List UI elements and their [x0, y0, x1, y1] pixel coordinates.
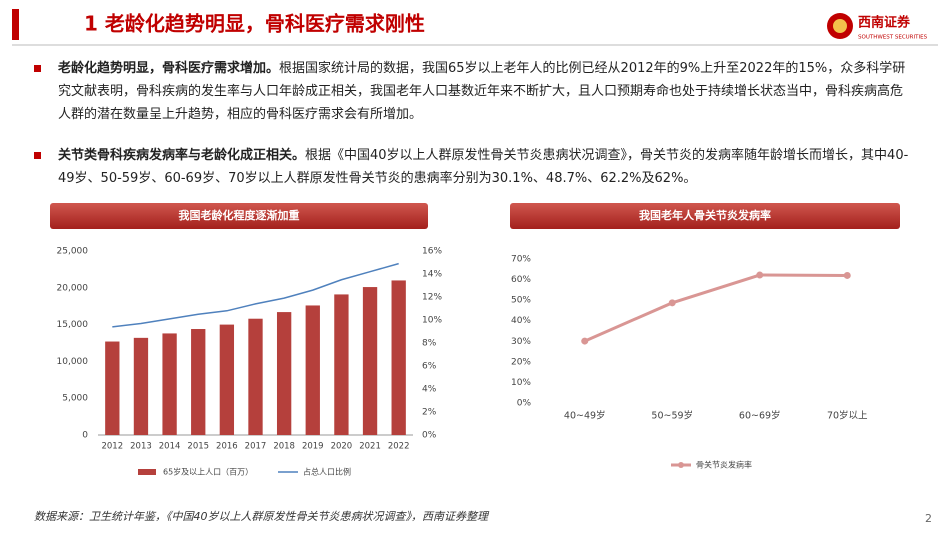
line	[584, 273, 848, 343]
x-tick-label: 2018	[273, 442, 295, 452]
y2-tick-label: 6%	[422, 362, 437, 372]
header-title: 1 老龄化趋势明显，骨科医疗需求刚性	[84, 12, 425, 36]
bar	[276, 312, 292, 435]
bar	[305, 305, 320, 435]
logo-icon-inner	[833, 19, 847, 33]
bullet-lead: 老龄化趋势明显，骨科医疗需求增加。	[58, 61, 280, 76]
bar	[105, 341, 120, 435]
y-tick-label: 15,000	[57, 320, 89, 330]
y2-tick-label: 16%	[422, 247, 442, 257]
source-note: 数据来源：卫生统计年鉴，《中国40岁以上人群原发性骨关节炎患病状况调查》，西南证…	[34, 510, 488, 523]
line-marker	[668, 299, 676, 307]
y-tick-label: 0	[82, 431, 88, 441]
bar	[334, 294, 349, 435]
y2-tick-label: 0%	[422, 431, 437, 441]
x-tick-label: 2020	[331, 442, 353, 452]
y2-tick-label: 2%	[422, 408, 437, 418]
y2-tick-label: 14%	[422, 270, 442, 280]
y-tick-label: 60%	[511, 275, 531, 285]
line-marker	[756, 271, 764, 279]
y-tick-label: 40%	[511, 316, 531, 326]
y-tick-label: 25,000	[57, 247, 89, 257]
logo-text: 西南证券	[858, 15, 911, 31]
y-tick-label: 70%	[511, 255, 531, 265]
chart-title: 我国老年人骨关节炎发病率	[639, 208, 771, 222]
header-bar	[12, 9, 19, 40]
bullet-marker	[34, 65, 41, 72]
bullet: 关节类骨科疾病发病率与老龄化成正相关。根据《中国40岁以上人群原发性骨关节炎患病…	[34, 144, 914, 190]
y-tick-label: 20%	[511, 357, 531, 367]
x-tick-label: 2017	[245, 442, 267, 452]
y-tick-label: 30%	[511, 337, 531, 347]
y-tick-label: 10,000	[57, 357, 89, 367]
line	[112, 262, 399, 328]
x-tick-label: 40~49岁	[564, 410, 606, 422]
bullet-text: 根据国家统计局的数据，我国65岁以上老年人的比例已经从2012年的9%上升至20…	[58, 61, 906, 122]
line-marker	[843, 271, 851, 279]
y2-tick-label: 10%	[422, 316, 442, 326]
bullet-marker	[34, 152, 41, 159]
line-marker	[581, 337, 589, 345]
legend-label: 骨关节炎发病率	[696, 460, 752, 470]
y2-tick-label: 8%	[422, 339, 437, 349]
y2-tick-label: 12%	[422, 293, 442, 303]
x-tick-label: 2015	[187, 442, 209, 452]
y-tick-label: 50%	[511, 296, 531, 306]
x-tick-label: 2013	[130, 442, 152, 452]
bar	[162, 333, 177, 435]
bullet: 老龄化趋势明显，骨科医疗需求增加。根据国家统计局的数据，我国65岁以上老年人的比…	[34, 57, 914, 126]
bar	[133, 337, 149, 435]
x-tick-label: 2012	[101, 442, 123, 452]
legend-swatch	[138, 469, 156, 475]
y-tick-label: 10%	[511, 378, 531, 388]
bar	[391, 280, 406, 435]
y-tick-label: 0%	[517, 399, 532, 409]
chart-banner	[510, 203, 900, 229]
bullet-text: 根据《中国40岁以上人群原发性骨关节炎患病状况调查》，骨关节炎的发病率随年龄增长…	[58, 148, 909, 186]
bar	[248, 318, 263, 435]
x-tick-label: 2022	[388, 442, 410, 452]
legend-marker	[678, 462, 684, 468]
x-tick-label: 2016	[216, 442, 238, 452]
x-tick-label: 2019	[302, 442, 324, 452]
bar	[219, 324, 235, 435]
x-tick-label: 2021	[359, 442, 381, 452]
logo-text-en: SOUTHWEST SECURITIES	[858, 35, 928, 41]
x-tick-label: 50~59岁	[651, 410, 693, 422]
x-tick-label: 70岁以上	[827, 410, 868, 422]
y-tick-label: 20,000	[57, 283, 89, 293]
x-tick-label: 60~69岁	[739, 410, 781, 422]
chart-title: 我国老龄化程度逐渐加重	[179, 208, 300, 222]
y2-tick-label: 4%	[422, 385, 437, 395]
chart-banner	[50, 203, 428, 229]
legend-label: 65岁及以上人口（百万）	[163, 467, 253, 477]
y-tick-label: 5,000	[62, 394, 88, 404]
bar	[362, 287, 378, 435]
bar	[191, 329, 206, 435]
x-tick-label: 2014	[159, 442, 181, 452]
page-number: 2	[925, 512, 932, 525]
legend-label: 占总人口比例	[303, 467, 351, 477]
bullet-lead: 关节类骨科疾病发病率与老龄化成正相关。	[58, 148, 306, 163]
